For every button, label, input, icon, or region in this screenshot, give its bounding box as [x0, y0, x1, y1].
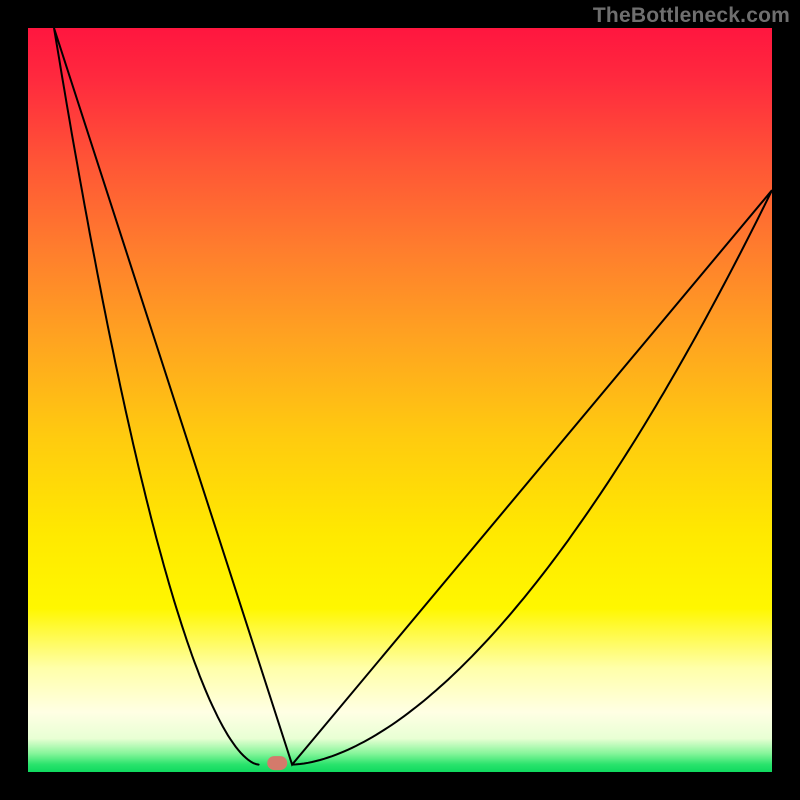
bottleneck-chart: TheBottleneck.com	[0, 0, 800, 800]
optimal-point-marker	[267, 756, 287, 770]
chart-svg	[0, 0, 800, 800]
